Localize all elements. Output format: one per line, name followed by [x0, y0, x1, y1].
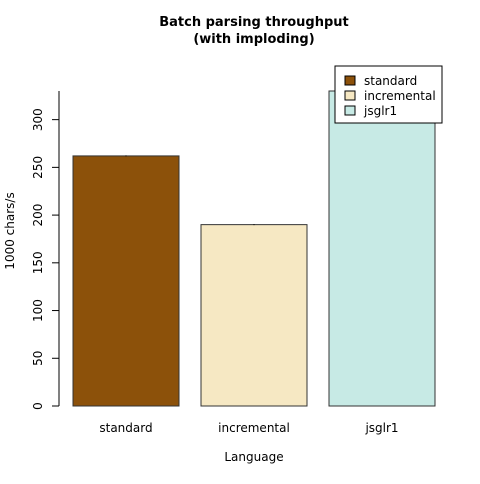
- legend-label-standard: standard: [364, 74, 417, 88]
- bar-jsglr1: [328, 90, 436, 407]
- x-tick-label-incremental: incremental: [218, 421, 290, 435]
- y-tick-label-100: 100: [31, 299, 45, 322]
- y-tick-label-150: 150: [31, 251, 45, 274]
- y-tick-label-250: 250: [31, 156, 45, 179]
- bar-standard: [72, 155, 180, 407]
- legend-label-jsglr1: jsglr1: [363, 104, 397, 118]
- y-tick-label-300: 300: [31, 108, 45, 131]
- x-axis-label: Language: [224, 450, 283, 464]
- y-tick-label-50: 50: [31, 351, 45, 366]
- chart-title-line-2: (with imploding): [193, 32, 314, 47]
- x-tick-label-jsglr1: jsglr1: [364, 421, 398, 435]
- legend-label-incremental: incremental: [364, 89, 436, 103]
- bars: [72, 90, 436, 407]
- legend-swatch-incremental: [344, 90, 356, 101]
- y-tick-label-200: 200: [31, 204, 45, 227]
- x-tick-label-standard: standard: [99, 421, 152, 435]
- x-tick-labels: standard incremental jsglr1: [99, 421, 398, 435]
- y-axis: [52, 91, 60, 407]
- legend-swatch-jsglr1: [344, 105, 356, 116]
- chart-title-line-1: Batch parsing throughput: [159, 15, 349, 30]
- y-tick-labels: 0 50 100 150 200 250 300: [31, 108, 45, 410]
- y-tick-label-0: 0: [31, 402, 45, 410]
- legend-swatch-standard: [344, 75, 356, 86]
- y-axis-label: 1000 chars/s: [3, 192, 17, 269]
- bar-incremental: [200, 224, 308, 407]
